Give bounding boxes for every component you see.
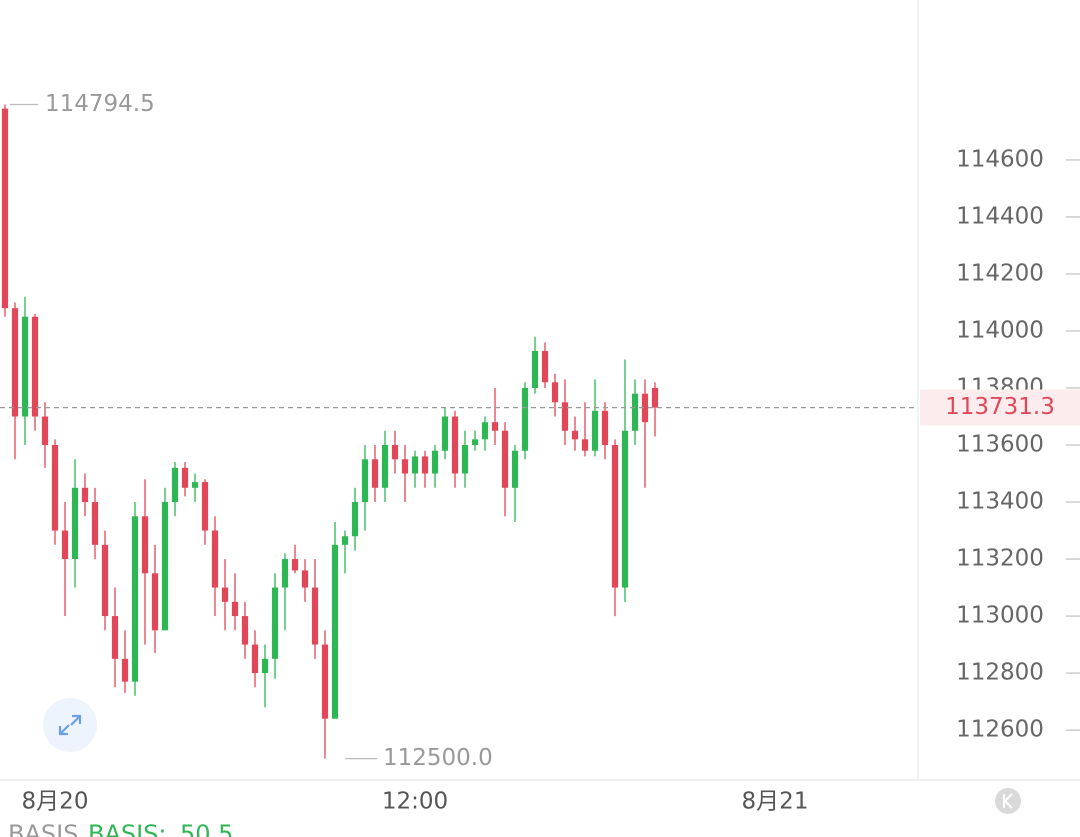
candle-body bbox=[321, 644, 329, 719]
candle-body bbox=[21, 316, 29, 417]
candle-body bbox=[81, 487, 89, 503]
kline-button[interactable] bbox=[995, 788, 1021, 814]
candle-body bbox=[421, 456, 429, 474]
candle-body bbox=[581, 439, 589, 451]
candle-body bbox=[471, 439, 479, 446]
candle-body bbox=[91, 502, 99, 545]
candle-body bbox=[351, 502, 359, 537]
candle-body bbox=[601, 410, 609, 446]
candle-body bbox=[431, 450, 439, 474]
basis-value: 50.5 bbox=[180, 820, 233, 837]
y-tick-label: 114000 bbox=[956, 317, 1044, 343]
candle-body bbox=[551, 382, 559, 403]
candle-body bbox=[161, 502, 169, 631]
y-tick-label: 114600 bbox=[956, 146, 1044, 172]
y-tick-label: 114400 bbox=[956, 203, 1044, 229]
candle-body bbox=[501, 430, 509, 488]
y-tick-label: 113600 bbox=[956, 432, 1044, 458]
kline-circle[interactable] bbox=[995, 788, 1021, 814]
expand-circle[interactable] bbox=[43, 698, 97, 752]
candle-body bbox=[221, 587, 229, 602]
x-tick-label: 12:00 bbox=[382, 789, 448, 815]
candle-body bbox=[151, 573, 159, 631]
candle-body bbox=[641, 393, 649, 423]
candle-body bbox=[181, 467, 189, 488]
candle-body bbox=[451, 416, 459, 474]
candle-body bbox=[391, 445, 399, 460]
candle-body bbox=[191, 482, 199, 488]
candle-body bbox=[561, 402, 569, 431]
candle-body bbox=[131, 516, 139, 682]
expand-button[interactable] bbox=[43, 698, 97, 752]
candle-body bbox=[341, 536, 349, 545]
candle-body bbox=[631, 393, 639, 431]
candle-body bbox=[61, 530, 69, 560]
candle-body bbox=[211, 530, 219, 588]
candle-body bbox=[101, 544, 109, 617]
candle-body bbox=[381, 445, 389, 488]
candle-body bbox=[571, 430, 579, 440]
candle-body bbox=[201, 482, 209, 531]
candle-body bbox=[231, 601, 239, 617]
footer-label: BASIS bbox=[8, 820, 78, 837]
candle-body bbox=[591, 410, 599, 451]
candle-body bbox=[621, 430, 629, 588]
high-label: 114794.5 bbox=[45, 91, 155, 117]
y-tick-label: 113000 bbox=[956, 603, 1044, 629]
x-tick-label: 8月20 bbox=[22, 789, 89, 815]
candle-body bbox=[511, 450, 519, 488]
y-tick-label: 112600 bbox=[956, 717, 1044, 743]
candle-body bbox=[441, 416, 449, 451]
expand-icon[interactable] bbox=[58, 714, 82, 736]
candle-body bbox=[291, 559, 299, 571]
y-tick-label: 112800 bbox=[956, 660, 1044, 686]
candle-body bbox=[531, 350, 539, 389]
candle-body bbox=[121, 658, 129, 682]
candle-body bbox=[301, 570, 309, 588]
candle-body bbox=[331, 544, 339, 719]
x-tick-label: 8月21 bbox=[742, 789, 809, 815]
candle-body bbox=[371, 459, 379, 488]
candle-body bbox=[461, 445, 469, 474]
kline-icon[interactable] bbox=[1003, 793, 1013, 809]
candle-body bbox=[311, 587, 319, 645]
candle-body bbox=[271, 587, 279, 659]
candle-body bbox=[541, 350, 549, 383]
last-price-box bbox=[920, 389, 1080, 426]
candle-body bbox=[11, 308, 19, 417]
basis-label: BASIS: bbox=[88, 820, 167, 837]
candle-body bbox=[111, 616, 119, 659]
candle-body bbox=[401, 459, 409, 474]
candle-body bbox=[281, 559, 289, 588]
candle-body bbox=[651, 388, 659, 408]
candle-body bbox=[521, 388, 529, 451]
last-price-label: 113731.3 bbox=[945, 394, 1055, 420]
candle-body bbox=[141, 516, 149, 574]
candle-body bbox=[251, 644, 259, 674]
candle-body bbox=[1, 108, 9, 309]
candle-body bbox=[31, 316, 39, 417]
candle-body bbox=[171, 467, 179, 503]
y-tick-label: 113400 bbox=[956, 489, 1044, 515]
candle-body bbox=[71, 487, 79, 560]
candle-body bbox=[241, 616, 249, 645]
candle-body bbox=[261, 658, 269, 674]
low-label: 112500.0 bbox=[383, 745, 493, 771]
candle-body bbox=[491, 422, 499, 431]
candle-body bbox=[361, 459, 369, 503]
candle-body bbox=[411, 456, 419, 474]
y-tick-label: 114200 bbox=[956, 260, 1044, 286]
candle-body bbox=[481, 422, 489, 440]
y-tick-label: 113200 bbox=[956, 546, 1044, 572]
plot-area: 1126001128001130001132001134001136001138… bbox=[1, 104, 1080, 815]
candle-body bbox=[41, 416, 49, 446]
candle-body bbox=[51, 445, 59, 531]
candle-body bbox=[611, 445, 619, 588]
